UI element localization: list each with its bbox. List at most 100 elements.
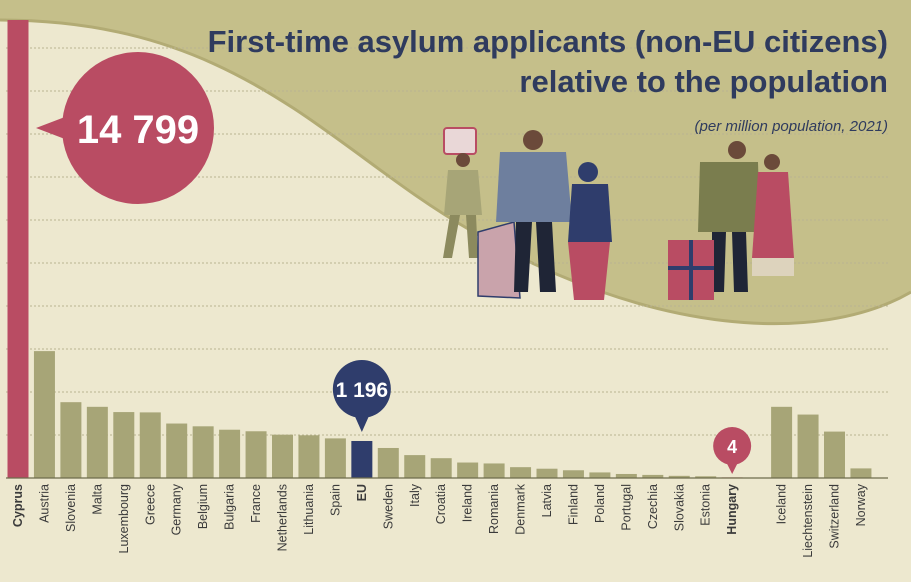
bar-cyprus xyxy=(7,20,29,478)
category-label-romania: Romania xyxy=(487,484,501,534)
category-label-italy: Italy xyxy=(408,483,422,507)
bar-latvia xyxy=(536,468,558,478)
callout-pointer xyxy=(726,462,739,474)
bars xyxy=(6,20,888,479)
bar-finland xyxy=(562,470,584,478)
bar-iceland xyxy=(771,406,793,478)
man2-coat-icon xyxy=(698,162,760,232)
category-label-portugal: Portugal xyxy=(619,484,633,531)
category-label-slovakia: Slovakia xyxy=(672,484,686,531)
man-jacket-icon xyxy=(496,152,572,222)
bar-portugal xyxy=(615,473,637,478)
woman-trousers-icon xyxy=(568,242,610,300)
annotation-cyprus: 14 799 xyxy=(36,52,214,204)
bar-slovenia xyxy=(60,402,82,478)
bar-switzerland xyxy=(824,431,845,478)
category-label-hungary: Hungary xyxy=(725,484,739,535)
child-head-icon xyxy=(456,153,470,167)
bar-austria xyxy=(33,351,55,478)
chart-title-line-1: First-time asylum applicants (non-EU cit… xyxy=(208,24,888,59)
girl-skirt-icon xyxy=(752,258,794,276)
category-label-estonia: Estonia xyxy=(699,484,713,526)
callout-pointer xyxy=(36,112,78,144)
category-label-denmark: Denmark xyxy=(514,483,528,534)
category-label-liechtenstein: Liechtenstein xyxy=(801,484,815,558)
data-label-cyprus: 14 799 xyxy=(77,108,199,152)
category-label-greece: Greece xyxy=(143,484,157,525)
category-label-norway: Norway xyxy=(854,483,868,526)
bar-ireland xyxy=(457,462,479,478)
child-body-icon xyxy=(444,170,482,215)
data-label-hungary: 4 xyxy=(727,437,737,457)
girl-coat-icon xyxy=(752,172,794,258)
category-label-croatia: Croatia xyxy=(434,484,448,524)
bar-norway xyxy=(850,468,872,478)
category-label-malta: Malta xyxy=(90,484,104,515)
bar-germany xyxy=(166,423,188,478)
woman-jacket-icon xyxy=(568,184,612,242)
carried-bundle-icon xyxy=(443,127,477,155)
bar-netherlands xyxy=(272,434,293,478)
bar-greece xyxy=(139,412,161,478)
callout-pointer xyxy=(353,414,370,432)
bar-belgium xyxy=(192,426,214,478)
category-label-slovenia: Slovenia xyxy=(64,484,78,532)
callout-bubble xyxy=(62,52,214,204)
category-label-eu: EU xyxy=(355,484,369,501)
annotation-eu: 1 196 xyxy=(332,360,391,432)
bar-lithuania xyxy=(298,435,320,478)
category-label-belgium: Belgium xyxy=(196,484,210,529)
bar-liechtenstein xyxy=(797,414,819,478)
category-labels: Cyprus Austria Slovenia Malta Luxembourg Gree… xyxy=(11,483,868,557)
callout-bubble xyxy=(332,360,391,418)
bar-bulgaria xyxy=(219,429,241,478)
category-label-france: France xyxy=(249,484,263,523)
category-label-luxembourg: Luxembourg xyxy=(117,484,131,554)
bar-czechia xyxy=(642,474,664,478)
man-legs-icon xyxy=(514,222,556,292)
category-label-austria: Austria xyxy=(37,484,51,523)
bar-france xyxy=(245,431,267,478)
bar-slovakia xyxy=(668,475,690,478)
category-label-latvia: Latvia xyxy=(540,484,554,517)
man-head-icon xyxy=(523,130,543,150)
girl-head-icon xyxy=(764,154,780,170)
annotations: 14 799 1 196 4 xyxy=(36,52,752,474)
bar-spain xyxy=(324,438,346,478)
man2-head-icon xyxy=(728,141,746,159)
chart-title-line-2: relative to the population xyxy=(519,64,888,99)
category-label-spain: Spain xyxy=(328,484,342,516)
woman-head-icon xyxy=(578,162,598,182)
data-label-eu: 1 196 xyxy=(336,379,389,402)
category-label-iceland: Iceland xyxy=(775,484,789,524)
callout-bubble xyxy=(713,427,752,465)
category-label-poland: Poland xyxy=(593,484,607,523)
bar-poland xyxy=(589,472,611,478)
suitcase-strap-icon xyxy=(668,240,714,300)
bar-italy xyxy=(404,455,426,478)
category-label-czechia: Czechia xyxy=(646,484,660,529)
category-label-sweden: Sweden xyxy=(381,484,395,529)
chart-subtitle: (per million population, 2021) xyxy=(695,118,888,135)
annotation-hungary: 4 xyxy=(713,427,752,474)
bar-malta xyxy=(86,406,108,478)
bar-sweden xyxy=(377,447,399,478)
child-legs-icon xyxy=(443,215,478,258)
category-label-bulgaria: Bulgaria xyxy=(223,484,237,530)
bar-eu xyxy=(351,440,373,478)
man2-legs-icon xyxy=(712,232,748,292)
bar-croatia xyxy=(430,458,452,478)
category-label-finland: Finland xyxy=(566,484,580,525)
category-label-ireland: Ireland xyxy=(461,484,475,522)
refugee-family-illustration xyxy=(443,127,794,300)
category-label-germany: Germany xyxy=(170,483,184,535)
category-label-switzerland: Switzerland xyxy=(828,484,842,549)
category-label-netherlands: Netherlands xyxy=(276,484,290,551)
category-label-cyprus: Cyprus xyxy=(11,484,25,527)
bar-estonia xyxy=(695,476,717,478)
bar-denmark xyxy=(510,467,532,478)
bar-romania xyxy=(483,463,505,478)
checkered-bag-icon xyxy=(477,221,521,299)
